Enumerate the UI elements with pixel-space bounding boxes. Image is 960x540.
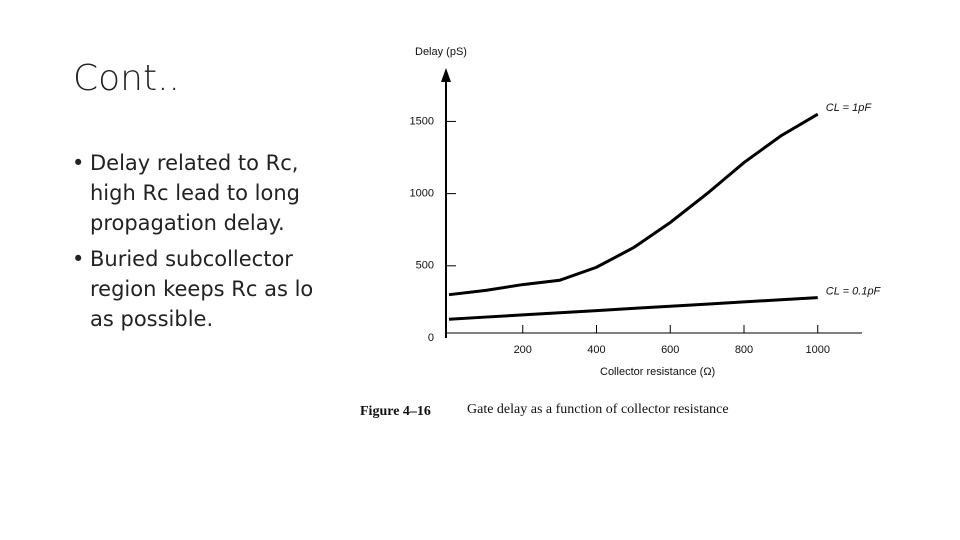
y-axis-label: Delay (pS): [415, 46, 467, 58]
caption-number: Figure 4–16: [360, 404, 431, 419]
y-axis-arrow: [441, 68, 451, 82]
x-axis-label: Collector resistance (Ω): [600, 366, 715, 378]
x-tick-label: 400: [587, 344, 605, 356]
y-tick-label: 1500: [410, 115, 434, 127]
x-tick-label: 600: [661, 344, 679, 356]
series-label: CL = 0.1pF: [826, 285, 882, 297]
series-line: [448, 296, 818, 321]
y-tick-label: 500: [416, 260, 434, 272]
bullet: Delay related to Rc, high Rc lead to lon…: [70, 148, 335, 238]
x-tick-label: 1000: [806, 344, 830, 356]
bullet: Buried subcollector region keeps Rc as l…: [70, 244, 335, 334]
y-tick-label: 1000: [410, 188, 434, 200]
x-tick-label: 200: [514, 344, 532, 356]
caption: Gate delay as a function of collector re…: [467, 402, 729, 417]
y-tick-label: 0: [428, 332, 434, 344]
bullet-list: Delay related to Rc, high Rc lead to lon…: [70, 148, 335, 340]
series-line: [448, 112, 819, 297]
slide-title: Cont..: [73, 58, 180, 99]
x-tick-label: 800: [735, 344, 753, 356]
series-label: CL = 1pF: [826, 102, 873, 114]
